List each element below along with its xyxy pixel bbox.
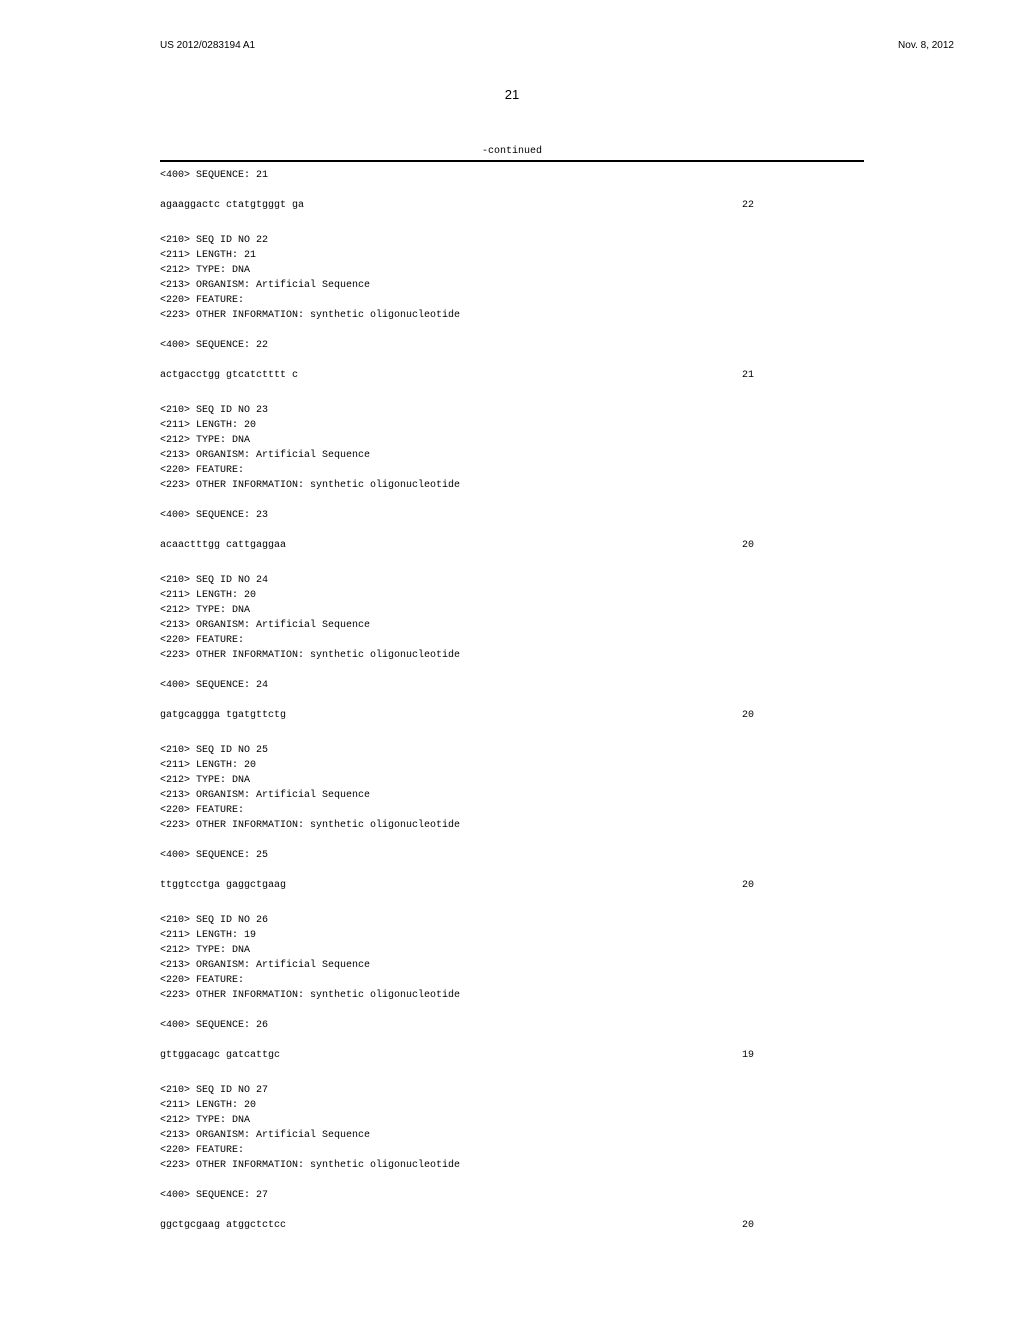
- seq-400-line: <400> SEQUENCE: 26: [160, 1018, 864, 1033]
- sequence-block: <210> SEQ ID NO 23 <211> LENGTH: 20 <212…: [160, 403, 864, 553]
- seq-data-line: gatgcaggga tgatgttctg 20: [160, 708, 864, 723]
- seq-210-line: <210> SEQ ID NO 27: [160, 1083, 864, 1098]
- seq-data-line: agaaggactc ctatgtgggt ga 22: [160, 198, 864, 213]
- seq-length-value: 20: [742, 878, 864, 893]
- seq-211-line: <211> LENGTH: 20: [160, 758, 864, 773]
- seq-length-value: 19: [742, 1048, 864, 1063]
- sequence-block: <210> SEQ ID NO 24 <211> LENGTH: 20 <212…: [160, 573, 864, 723]
- seq-212-line: <212> TYPE: DNA: [160, 263, 864, 278]
- seq-213-line: <213> ORGANISM: Artificial Sequence: [160, 958, 864, 973]
- content-area: <400> SEQUENCE: 21 agaaggactc ctatgtgggt…: [0, 160, 1024, 1233]
- seq-data: gttggacagc gatcattgc: [160, 1048, 280, 1063]
- seq-data: ttggtcctga gaggctgaag: [160, 878, 286, 893]
- seq-400-line: <400> SEQUENCE: 25: [160, 848, 864, 863]
- seq-220-line: <220> FEATURE:: [160, 293, 864, 308]
- seq-400-line: <400> SEQUENCE: 27: [160, 1188, 864, 1203]
- seq-400-line: <400> SEQUENCE: 21: [160, 168, 864, 183]
- seq-223-line: <223> OTHER INFORMATION: synthetic oligo…: [160, 818, 864, 833]
- seq-223-line: <223> OTHER INFORMATION: synthetic oligo…: [160, 988, 864, 1003]
- publication-number: US 2012/0283194 A1: [160, 40, 255, 51]
- seq-data: acaactttgg cattgaggaa: [160, 538, 286, 553]
- seq-220-line: <220> FEATURE:: [160, 1143, 864, 1158]
- seq-data-line: acaactttgg cattgaggaa 20: [160, 538, 864, 553]
- seq-211-line: <211> LENGTH: 20: [160, 418, 864, 433]
- seq-210-line: <210> SEQ ID NO 22: [160, 233, 864, 248]
- seq-223-line: <223> OTHER INFORMATION: synthetic oligo…: [160, 478, 864, 493]
- seq-211-line: <211> LENGTH: 20: [160, 1098, 864, 1113]
- page-number: 21: [0, 87, 1024, 102]
- seq-220-line: <220> FEATURE:: [160, 973, 864, 988]
- seq-213-line: <213> ORGANISM: Artificial Sequence: [160, 278, 864, 293]
- seq-210-line: <210> SEQ ID NO 23: [160, 403, 864, 418]
- seq-data: agaaggactc ctatgtgggt ga: [160, 198, 304, 213]
- seq-400-line: <400> SEQUENCE: 22: [160, 338, 864, 353]
- seq-length-value: 20: [742, 708, 864, 723]
- seq-220-line: <220> FEATURE:: [160, 633, 864, 648]
- seq-data: actgacctgg gtcatctttt c: [160, 368, 298, 383]
- seq-212-line: <212> TYPE: DNA: [160, 773, 864, 788]
- continued-label: -continued: [0, 146, 1024, 157]
- seq-length-value: 20: [742, 538, 864, 553]
- header-row: US 2012/0283194 A1 Nov. 8, 2012: [0, 40, 1024, 59]
- seq-400-line: <400> SEQUENCE: 23: [160, 508, 864, 523]
- seq-223-line: <223> OTHER INFORMATION: synthetic oligo…: [160, 1158, 864, 1173]
- sequence-block: <210> SEQ ID NO 25 <211> LENGTH: 20 <212…: [160, 743, 864, 893]
- seq-213-line: <213> ORGANISM: Artificial Sequence: [160, 618, 864, 633]
- publication-date: Nov. 8, 2012: [898, 40, 954, 51]
- seq-data-line: actgacctgg gtcatctttt c 21: [160, 368, 864, 383]
- seq-data-line: ttggtcctga gaggctgaag 20: [160, 878, 864, 893]
- seq-213-line: <213> ORGANISM: Artificial Sequence: [160, 788, 864, 803]
- sequence-block: <210> SEQ ID NO 26 <211> LENGTH: 19 <212…: [160, 913, 864, 1063]
- seq-223-line: <223> OTHER INFORMATION: synthetic oligo…: [160, 648, 864, 663]
- seq-212-line: <212> TYPE: DNA: [160, 433, 864, 448]
- seq-211-line: <211> LENGTH: 20: [160, 588, 864, 603]
- seq-220-line: <220> FEATURE:: [160, 463, 864, 478]
- seq-220-line: <220> FEATURE:: [160, 803, 864, 818]
- seq-length-value: 21: [742, 368, 864, 383]
- seq-data-line: gttggacagc gatcattgc 19: [160, 1048, 864, 1063]
- seq-210-line: <210> SEQ ID NO 26: [160, 913, 864, 928]
- seq-data: gatgcaggga tgatgttctg: [160, 708, 286, 723]
- seq-210-line: <210> SEQ ID NO 25: [160, 743, 864, 758]
- seq-213-line: <213> ORGANISM: Artificial Sequence: [160, 1128, 864, 1143]
- seq-211-line: <211> LENGTH: 21: [160, 248, 864, 263]
- sequence-block: <400> SEQUENCE: 21 agaaggactc ctatgtgggt…: [160, 168, 864, 213]
- sequence-block: <210> SEQ ID NO 22 <211> LENGTH: 21 <212…: [160, 233, 864, 383]
- seq-213-line: <213> ORGANISM: Artificial Sequence: [160, 448, 864, 463]
- seq-211-line: <211> LENGTH: 19: [160, 928, 864, 943]
- seq-223-line: <223> OTHER INFORMATION: synthetic oligo…: [160, 308, 864, 323]
- seq-length-value: 22: [742, 198, 864, 213]
- seq-212-line: <212> TYPE: DNA: [160, 603, 864, 618]
- sequence-block: <210> SEQ ID NO 27 <211> LENGTH: 20 <212…: [160, 1083, 864, 1233]
- seq-400-line: <400> SEQUENCE: 24: [160, 678, 864, 693]
- seq-212-line: <212> TYPE: DNA: [160, 943, 864, 958]
- seq-212-line: <212> TYPE: DNA: [160, 1113, 864, 1128]
- top-divider: [160, 160, 864, 162]
- seq-data: ggctgcgaag atggctctcc: [160, 1218, 286, 1233]
- seq-210-line: <210> SEQ ID NO 24: [160, 573, 864, 588]
- seq-length-value: 20: [742, 1218, 864, 1233]
- seq-data-line: ggctgcgaag atggctctcc 20: [160, 1218, 864, 1233]
